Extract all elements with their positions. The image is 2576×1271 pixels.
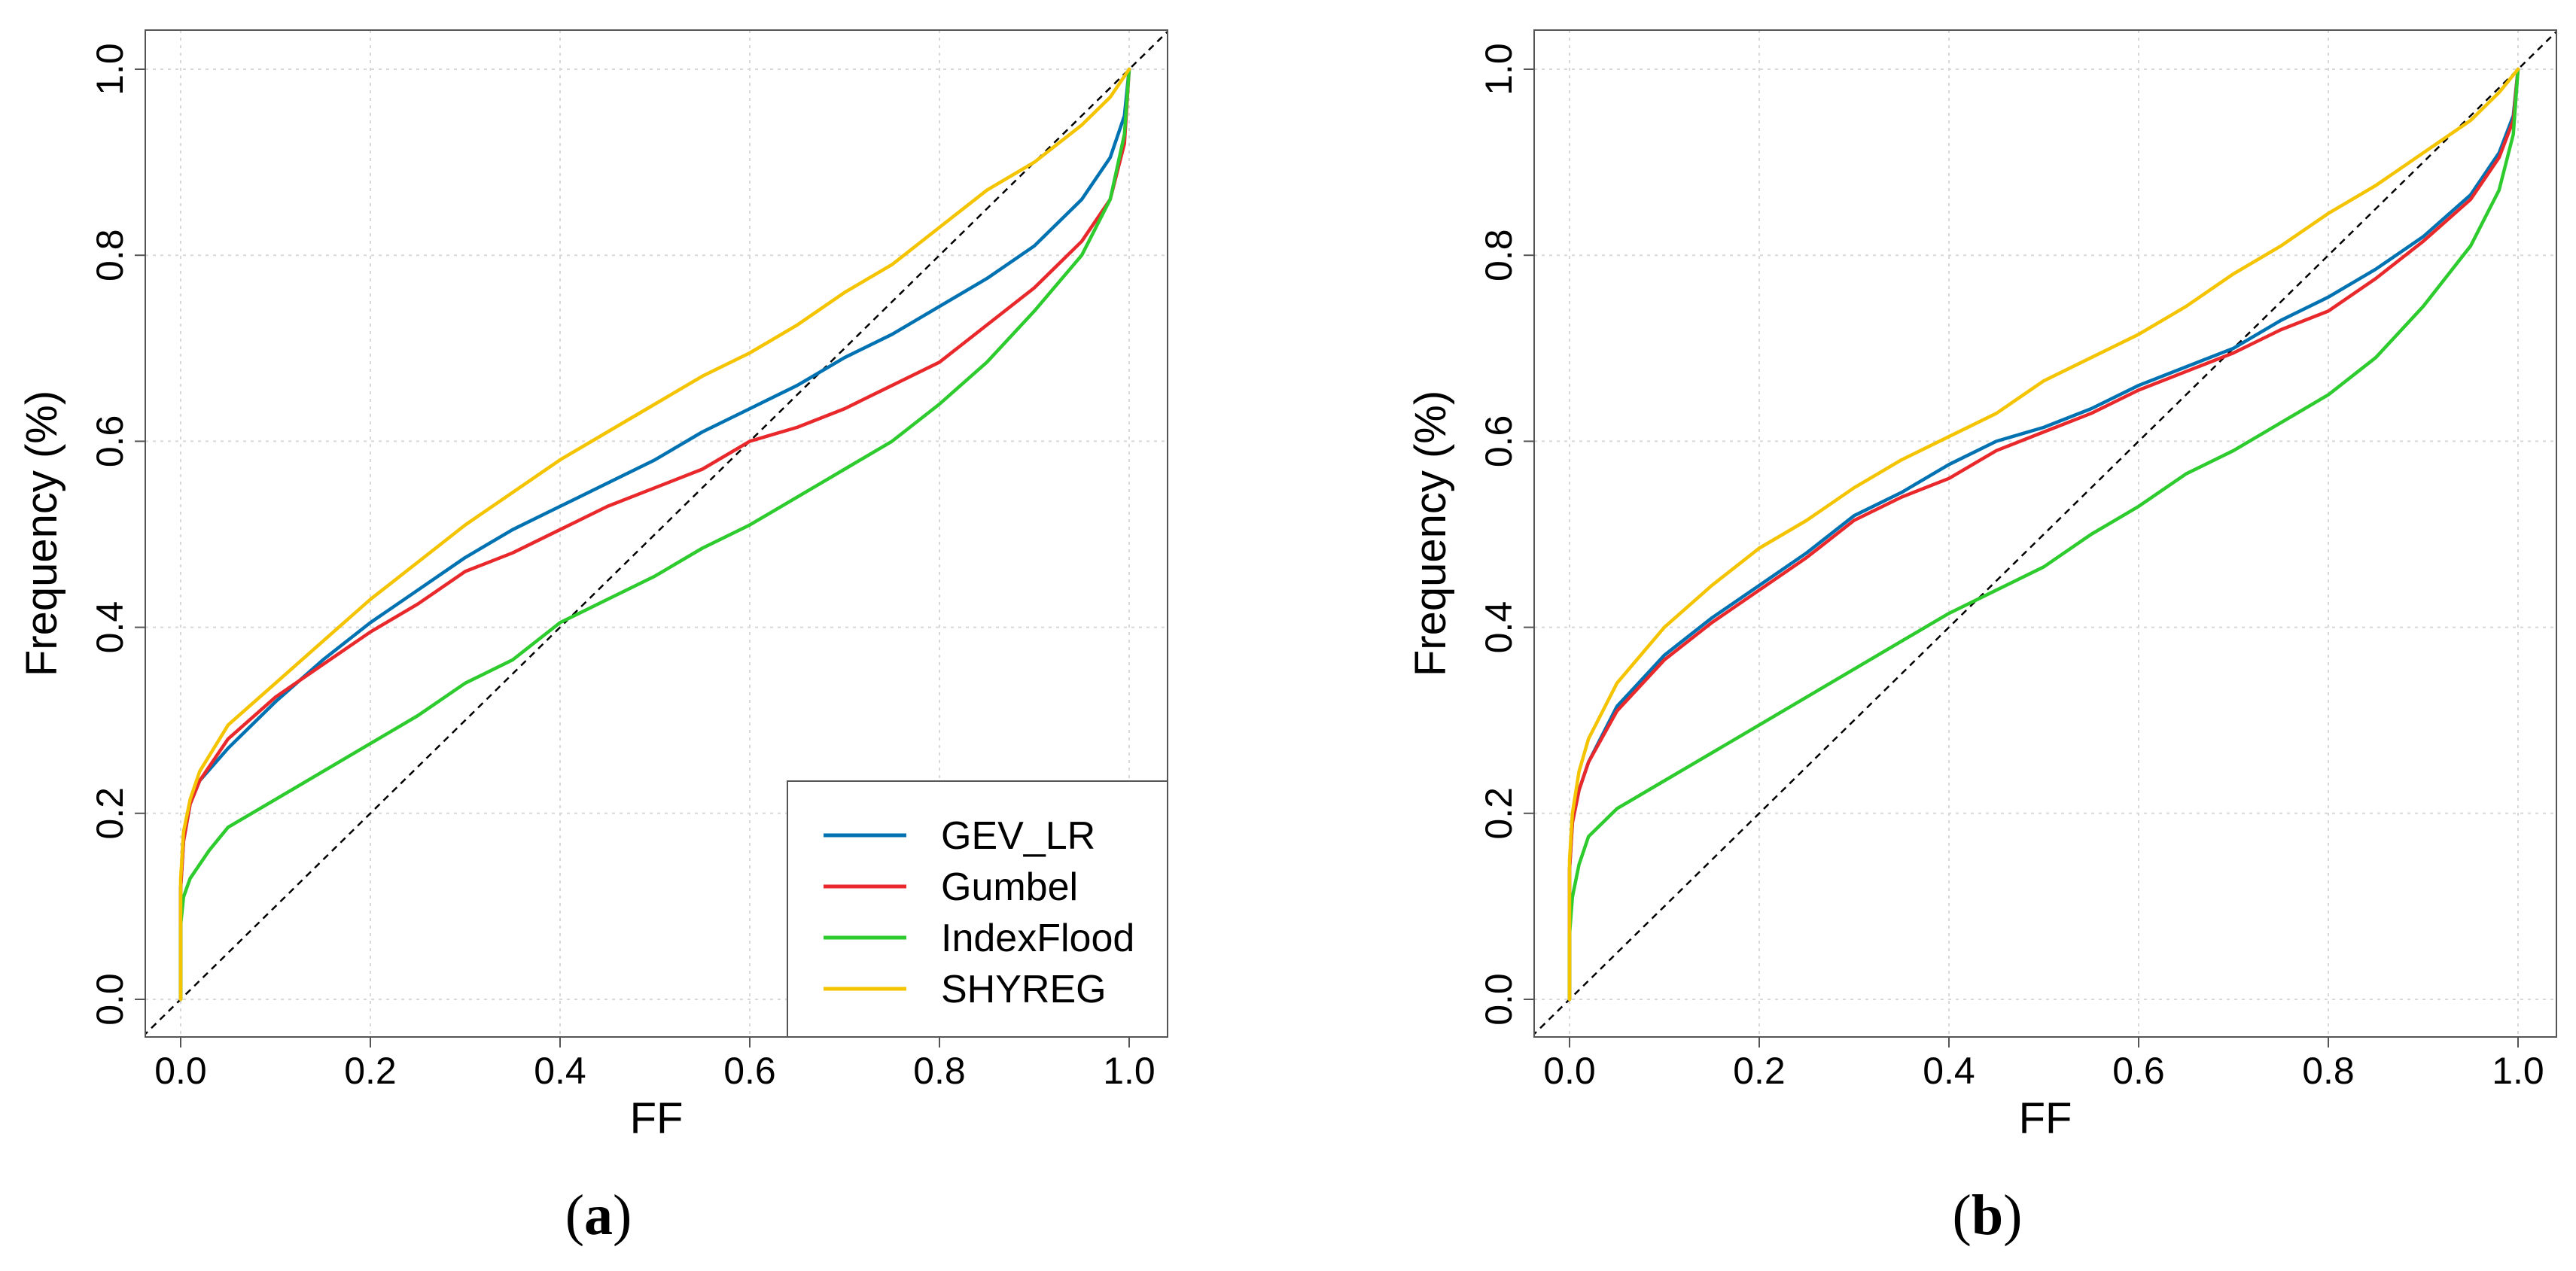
legend-label-shyreg: SHYREG (941, 968, 1107, 1011)
panel-a-reference-line (145, 31, 1168, 1035)
panel-a: 0.0 0.2 0.4 0.6 0.8 1.0 0.0 0.2 0.4 0.6 0.8 1.0 FF… (17, 29, 1168, 1247)
panel-a-caption: (a) (565, 1184, 632, 1247)
x-tick-label: 0.2 (344, 1050, 397, 1092)
legend-label-gev_lr: GEV_LR (941, 814, 1095, 858)
x-tick-label: 0.8 (2302, 1050, 2355, 1092)
series-line-gev_lr (178, 67, 1131, 1002)
y-tick-label: 1.0 (1478, 43, 1520, 96)
panel-b: 0.0 0.2 0.4 0.6 0.8 1.0 0.0 0.2 0.4 0.6 0.8 1.0 FF… (1406, 29, 2557, 1247)
panel-b-caption: (b) (1953, 1184, 2023, 1247)
y-tick-label: 0.2 (1478, 787, 1520, 840)
panel-a-x-ticks: 0.0 0.2 0.4 0.6 0.8 1.0 (154, 1037, 1156, 1092)
y-tick-label: 0.0 (1478, 973, 1520, 1026)
x-tick-label: 0.0 (1543, 1050, 1596, 1092)
series-line-shyreg (1567, 67, 2520, 1002)
x-tick-label: 0.8 (913, 1050, 966, 1092)
panel-a-x-axis-label: FF (630, 1094, 684, 1143)
x-tick-label: 1.0 (1103, 1050, 1156, 1092)
caption-open: ( (1953, 1184, 1972, 1247)
panel-a-series (178, 67, 1131, 1002)
x-tick-label: 0.0 (154, 1050, 207, 1092)
panel-a-legend: GEV_LR Gumbel IndexFlood SHYREG (787, 780, 1168, 1038)
x-tick-label: 0.2 (1733, 1050, 1786, 1092)
series-line-shyreg (178, 67, 1131, 1002)
series-line-indexflood (178, 67, 1131, 1002)
x-tick-label: 0.6 (2112, 1050, 2165, 1092)
panel-a-frame (145, 29, 1168, 1038)
legend-label-indexflood: IndexFlood (941, 917, 1134, 960)
panel-b-y-axis-label: Frequency (%) (1406, 391, 1455, 677)
x-tick-label: 0.6 (723, 1050, 776, 1092)
panel-b-x-ticks: 0.0 0.2 0.4 0.6 0.8 1.0 (1543, 1037, 2544, 1092)
y-tick-label: 0.6 (1478, 415, 1520, 468)
caption-close: ) (2003, 1184, 2022, 1247)
legend-box (787, 780, 1168, 1038)
caption-open: ( (565, 1184, 584, 1247)
y-tick-label: 0.4 (89, 601, 131, 654)
x-tick-label: 0.4 (534, 1050, 586, 1092)
panel-b-reference-line (1534, 31, 2556, 1035)
y-tick-label: 0.4 (1478, 601, 1520, 654)
panel-a-y-axis-label: Frequency (%) (17, 391, 66, 677)
series-line-gumbel (1567, 67, 2520, 1002)
caption-letter: b (1972, 1184, 2003, 1247)
x-tick-label: 1.0 (2492, 1050, 2544, 1092)
panel-a-y-ticks: 0.0 0.2 0.4 0.6 0.8 1.0 (89, 43, 145, 1026)
y-tick-label: 0.8 (89, 229, 131, 281)
caption-letter: a (584, 1184, 613, 1247)
panel-b-y-ticks: 0.0 0.2 0.4 0.6 0.8 1.0 (1478, 43, 1534, 1026)
y-tick-label: 0.8 (1478, 229, 1520, 281)
series-line-indexflood (1567, 67, 2520, 1002)
y-tick-label: 1.0 (89, 43, 131, 96)
legend-label-gumbel: Gumbel (941, 865, 1078, 909)
series-line-gumbel (178, 67, 1131, 1002)
caption-close: ) (613, 1184, 632, 1247)
panel-b-series (1567, 67, 2520, 1002)
y-tick-label: 0.6 (89, 415, 131, 468)
x-tick-label: 0.4 (1923, 1050, 1975, 1092)
panel-b-x-axis-label: FF (2019, 1094, 2072, 1143)
panel-b-grid (1534, 30, 2556, 1037)
panel-b-frame (1533, 29, 2557, 1038)
y-tick-label: 0.2 (89, 787, 131, 840)
y-tick-label: 0.0 (89, 973, 131, 1026)
